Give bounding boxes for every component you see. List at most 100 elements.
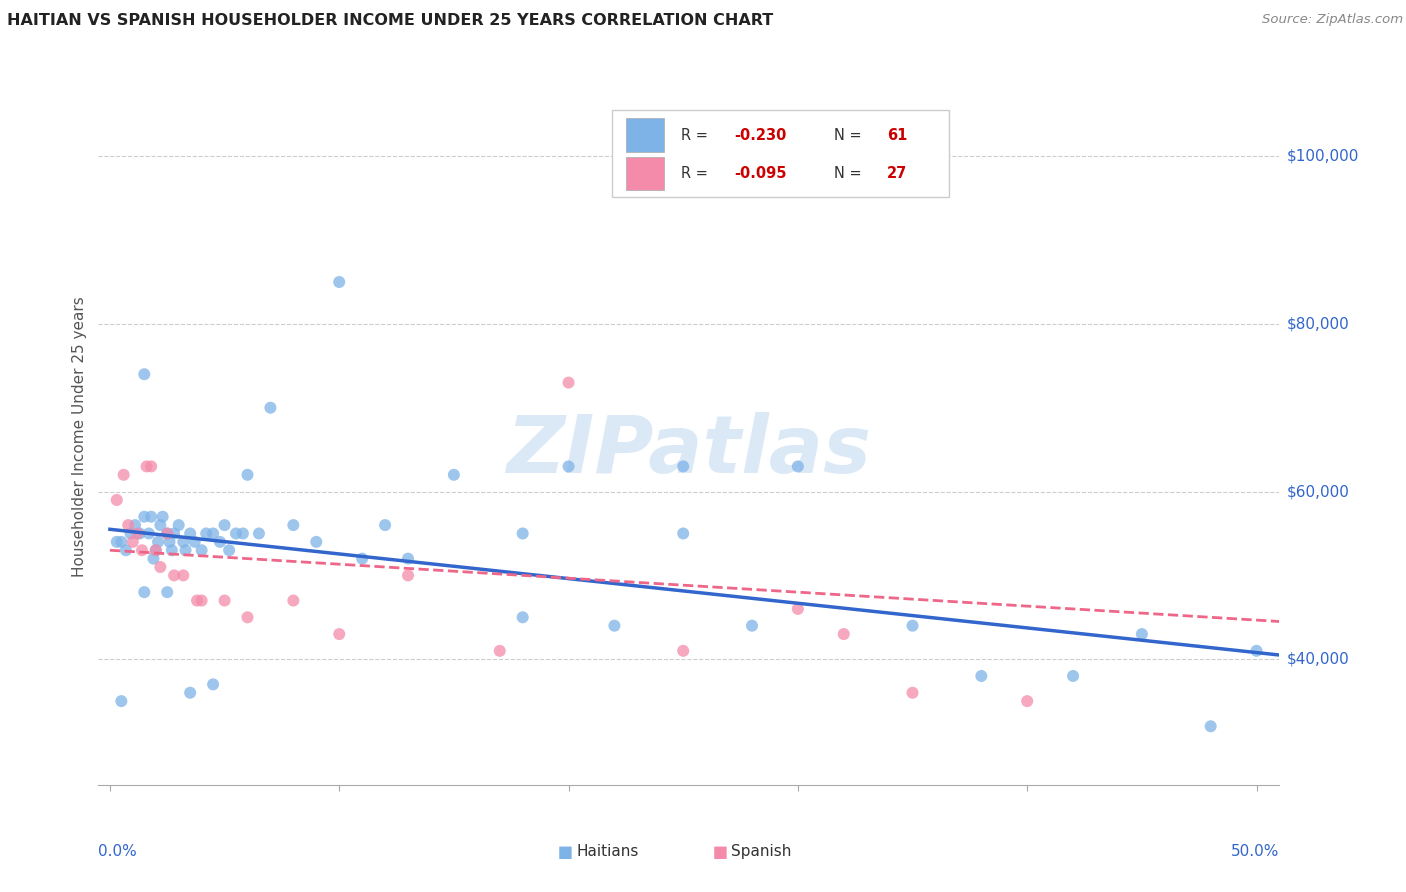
Point <box>202 526 225 541</box>
Point <box>184 534 207 549</box>
Point <box>145 543 167 558</box>
Point <box>832 627 855 641</box>
Point <box>190 593 212 607</box>
Text: $80,000: $80,000 <box>1286 317 1350 332</box>
Point <box>159 534 181 549</box>
Point <box>443 467 465 482</box>
Point <box>127 526 149 541</box>
Text: Source: ZipAtlas.com: Source: ZipAtlas.com <box>1263 13 1403 27</box>
Point <box>190 543 212 558</box>
Bar <box>626 119 664 152</box>
Text: 50.0%: 50.0% <box>1232 845 1279 859</box>
Point <box>141 459 163 474</box>
Point <box>156 585 179 599</box>
Point <box>138 526 160 541</box>
Point <box>135 459 157 474</box>
Point <box>328 627 350 641</box>
Point <box>488 644 510 658</box>
Point <box>141 509 163 524</box>
Text: 27: 27 <box>887 166 908 181</box>
Point <box>146 534 169 549</box>
Point <box>172 534 194 549</box>
Point <box>283 518 305 533</box>
Point <box>1199 719 1222 733</box>
Point <box>214 593 236 607</box>
Point <box>225 526 247 541</box>
Point <box>901 686 924 700</box>
Point <box>172 568 194 582</box>
Point <box>163 526 186 541</box>
Point <box>672 526 695 541</box>
Point <box>305 534 328 549</box>
Point <box>396 551 419 566</box>
Point <box>195 526 218 541</box>
Text: ZIPatlas: ZIPatlas <box>506 412 872 490</box>
Text: HAITIAN VS SPANISH HOUSEHOLDER INCOME UNDER 25 YEARS CORRELATION CHART: HAITIAN VS SPANISH HOUSEHOLDER INCOME UN… <box>7 13 773 29</box>
Point <box>557 376 579 390</box>
Point <box>236 467 259 482</box>
Text: -0.230: -0.230 <box>734 128 786 143</box>
Point <box>128 526 150 541</box>
Point <box>1017 694 1039 708</box>
Point <box>232 526 254 541</box>
Point <box>121 534 143 549</box>
Text: N =: N = <box>834 128 866 143</box>
Point <box>236 610 259 624</box>
Point <box>741 618 763 632</box>
Point <box>110 694 132 708</box>
Text: $60,000: $60,000 <box>1286 484 1350 499</box>
Point <box>124 518 146 533</box>
Point <box>149 560 172 574</box>
Point <box>786 602 808 616</box>
Point <box>202 677 225 691</box>
Text: Spanish: Spanish <box>731 845 792 859</box>
Point <box>134 585 156 599</box>
Text: ▪: ▪ <box>557 840 574 863</box>
Point <box>163 568 186 582</box>
Point <box>1062 669 1084 683</box>
Y-axis label: Householder Income Under 25 years: Householder Income Under 25 years <box>72 297 87 577</box>
Point <box>105 492 128 507</box>
Point <box>786 459 808 474</box>
Point <box>115 543 138 558</box>
Text: 0.0%: 0.0% <box>98 845 138 859</box>
Point <box>396 568 419 582</box>
Point <box>105 534 128 549</box>
Point <box>557 459 579 474</box>
Point <box>218 543 240 558</box>
Point <box>259 401 281 415</box>
Point <box>131 543 153 558</box>
Point <box>374 518 396 533</box>
Point <box>672 459 695 474</box>
Point <box>149 518 172 533</box>
Point <box>1246 644 1268 658</box>
Point <box>214 518 236 533</box>
Point <box>247 526 270 541</box>
Point <box>134 509 156 524</box>
Point <box>603 618 626 632</box>
Point <box>901 618 924 632</box>
Point <box>152 509 174 524</box>
Point <box>156 526 179 541</box>
Text: N =: N = <box>834 166 866 181</box>
Point <box>142 551 165 566</box>
Text: -0.095: -0.095 <box>734 166 786 181</box>
Text: $100,000: $100,000 <box>1286 149 1358 164</box>
Point <box>160 543 183 558</box>
Text: R =: R = <box>681 166 713 181</box>
Point <box>134 368 156 382</box>
Text: R =: R = <box>681 128 713 143</box>
Point <box>174 543 197 558</box>
Point <box>1130 627 1153 641</box>
Point <box>179 686 201 700</box>
Point <box>352 551 374 566</box>
Point <box>156 526 179 541</box>
Point <box>112 467 135 482</box>
Text: $40,000: $40,000 <box>1286 652 1350 666</box>
Point <box>512 610 534 624</box>
Point <box>110 534 132 549</box>
Point <box>117 518 139 533</box>
Point <box>120 526 142 541</box>
Point <box>672 644 695 658</box>
Point <box>145 543 167 558</box>
